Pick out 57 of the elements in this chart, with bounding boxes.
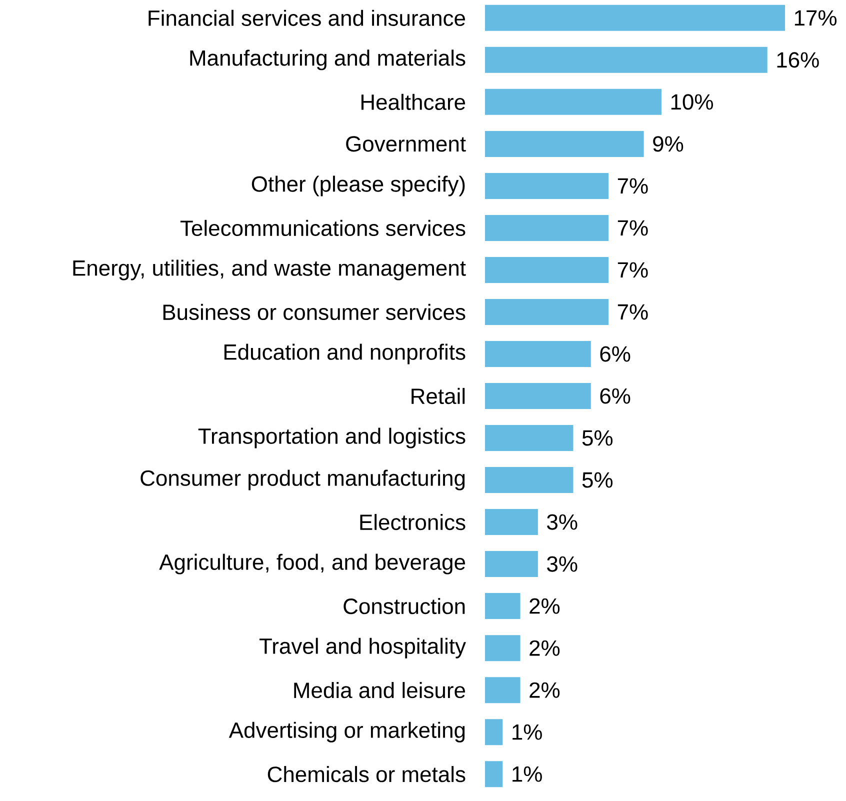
bar	[485, 298, 609, 325]
bar	[485, 88, 662, 115]
bar	[485, 383, 591, 410]
bar	[485, 256, 609, 283]
data-label: 5%	[582, 430, 613, 446]
y-tick-label: Electronics	[360, 514, 466, 530]
data-label: 2%	[530, 598, 560, 614]
y-tick-label: Education and nonprofits	[224, 344, 466, 364]
y-tick-label: Financial services and insurance	[148, 10, 466, 26]
bar	[485, 130, 644, 157]
y-tick-label: Transportation and logistics	[198, 428, 466, 448]
bar	[485, 593, 520, 620]
y-tick-label: Retail	[412, 388, 465, 404]
bar	[485, 214, 609, 241]
bar	[485, 551, 538, 578]
bar	[485, 719, 503, 746]
bar	[485, 425, 574, 452]
y-tick-label: Energy, utilities, and waste management	[73, 260, 466, 280]
data-label: 10%	[671, 94, 713, 110]
y-tick-label: Business or consumer services	[163, 304, 466, 320]
y-tick-label: Media and leisure	[294, 682, 466, 698]
y-tick-label: Construction	[344, 598, 465, 614]
bar	[485, 509, 538, 536]
bar	[485, 46, 768, 73]
bar	[485, 761, 503, 788]
data-label: 3%	[547, 556, 578, 572]
data-label: 7%	[618, 304, 648, 320]
data-label: 16%	[777, 52, 819, 68]
data-label: 5%	[582, 472, 613, 488]
y-tick-label: Manufacturing and materials	[190, 50, 466, 70]
bar	[485, 467, 574, 494]
y-tick-label: Agriculture, food, and beverage	[159, 554, 466, 574]
data-label: 2%	[530, 682, 560, 698]
data-label: 9%	[653, 136, 684, 152]
data-label: 3%	[547, 514, 578, 530]
data-label: 1%	[512, 724, 542, 740]
data-label: 7%	[618, 262, 648, 278]
bar	[485, 677, 520, 704]
y-tick-label: Telecommunications services	[180, 220, 466, 236]
bar	[485, 172, 609, 199]
data-label: 7%	[618, 220, 648, 236]
bar	[485, 340, 591, 367]
y-tick-label: Government	[346, 136, 466, 152]
data-label: 6%	[600, 388, 630, 404]
y-tick-label: Chemicals or metals	[268, 766, 466, 782]
data-label: 6%	[600, 346, 630, 362]
data-label: 2%	[530, 640, 560, 656]
data-label: 17%	[794, 10, 837, 26]
y-tick-label: Consumer product manufacturing	[140, 470, 465, 490]
y-tick-label: Healthcare	[361, 94, 466, 110]
data-label: 7%	[618, 178, 648, 194]
bar	[485, 635, 520, 662]
y-tick-label: Travel and hospitality	[260, 638, 466, 658]
bar	[485, 4, 786, 31]
y-tick-label: Other (please specify)	[252, 176, 465, 196]
y-tick-label: Advertising or marketing	[228, 722, 465, 742]
data-label: 1%	[512, 766, 542, 782]
